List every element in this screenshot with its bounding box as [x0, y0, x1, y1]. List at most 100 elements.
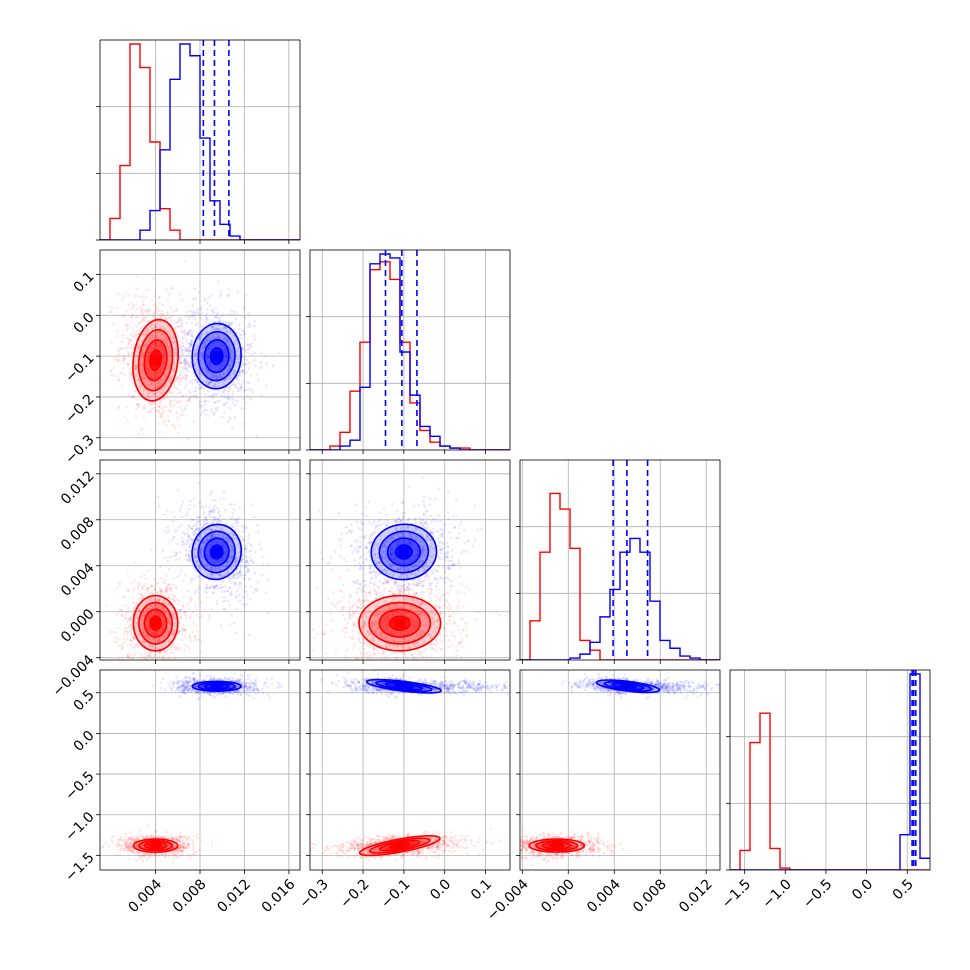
sample-point [167, 328, 171, 332]
sample-point [205, 373, 209, 377]
sample-point [175, 377, 179, 380]
sample-point [128, 341, 131, 345]
sample-point [190, 518, 194, 521]
sample-point [150, 408, 154, 411]
sample-point [116, 360, 120, 363]
sample-point [227, 294, 231, 297]
sample-point [139, 615, 143, 619]
sample-point [209, 372, 212, 376]
sample-point [204, 322, 208, 325]
sample-point [392, 613, 395, 616]
sample-point [159, 346, 163, 349]
sample-point [146, 653, 150, 657]
sample-point [351, 662, 354, 665]
sample-point [190, 341, 194, 344]
sample-point [214, 568, 217, 571]
sample-point [449, 607, 453, 610]
sample-point [155, 342, 158, 345]
sample-point [182, 627, 186, 631]
sample-point [387, 593, 390, 596]
sample-point [146, 617, 149, 621]
sample-point [157, 323, 160, 326]
sample-point [141, 351, 144, 355]
sample-point [245, 343, 248, 347]
sample-point [368, 643, 372, 647]
sample-point [210, 535, 213, 539]
sample-point [365, 667, 368, 670]
sample-point [171, 519, 174, 523]
sample-point [210, 572, 214, 576]
sample-point [158, 638, 161, 642]
sample-point [227, 323, 231, 327]
sample-point [131, 596, 135, 599]
sample-point [173, 645, 176, 649]
sample-point [229, 330, 232, 334]
sample-point [155, 610, 159, 613]
sample-point [122, 637, 125, 641]
sample-point [209, 362, 212, 366]
sample-point [396, 585, 399, 589]
sample-point [121, 646, 124, 650]
sample-point [241, 596, 245, 599]
sample-point [466, 633, 469, 637]
sample-point [152, 632, 155, 635]
sample-point [247, 322, 251, 326]
sample-point [154, 341, 158, 345]
blue-histogram [730, 673, 930, 870]
sample-point [243, 577, 246, 581]
sample-point [110, 373, 114, 377]
sample-point [180, 349, 184, 352]
sample-point [211, 508, 215, 512]
sample-point [118, 581, 122, 584]
sample-point [340, 608, 344, 611]
sample-point [184, 531, 188, 534]
sample-point [189, 343, 192, 347]
sample-point [163, 578, 167, 582]
sample-point [194, 634, 197, 638]
sample-point [195, 396, 199, 400]
sample-point [180, 543, 184, 547]
sample-point [117, 349, 121, 353]
sample-point [233, 398, 237, 402]
sample-point [223, 372, 226, 375]
sample-point [181, 531, 185, 534]
sample-point [179, 346, 182, 350]
sample-point [188, 380, 191, 384]
sample-point [228, 540, 232, 544]
sample-point [117, 644, 120, 647]
sample-point [240, 557, 244, 561]
sample-point [209, 566, 213, 569]
sample-point [136, 581, 140, 585]
sample-point [190, 379, 194, 382]
sample-point [406, 666, 409, 669]
sample-point [457, 591, 461, 594]
sample-point [227, 562, 230, 565]
sample-point [216, 385, 220, 388]
sample-point [157, 405, 161, 409]
sample-point [176, 542, 179, 546]
sample-point [215, 540, 219, 544]
sample-point [155, 344, 159, 347]
sample-point [211, 533, 215, 537]
sample-point [184, 377, 187, 381]
sample-point [147, 614, 150, 617]
sample-point [141, 594, 144, 597]
sample-point [359, 540, 362, 544]
sample-point [193, 547, 197, 551]
histogram-panel-4 [726, 669, 931, 874]
sample-point [209, 572, 213, 576]
sample-point [193, 363, 197, 367]
sample-point [236, 377, 239, 381]
sample-point [406, 574, 409, 577]
sample-point [228, 586, 232, 590]
sample-point [367, 584, 371, 588]
sample-point [152, 347, 156, 350]
sample-point [149, 372, 152, 376]
sample-point [210, 567, 213, 571]
sample-point [159, 333, 163, 337]
sample-point [150, 638, 153, 641]
sample-point [144, 651, 148, 655]
sample-point [221, 556, 225, 559]
sample-point [185, 604, 189, 607]
sample-point [196, 539, 199, 542]
